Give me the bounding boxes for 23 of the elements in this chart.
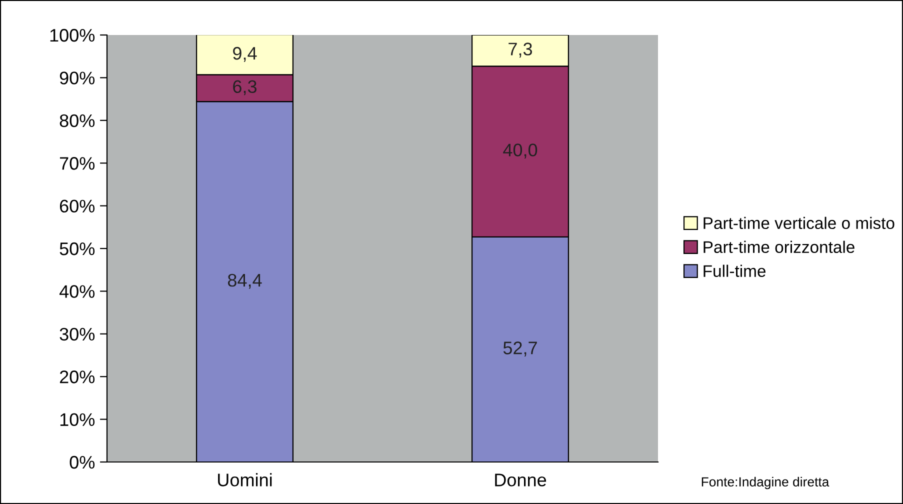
y-tick-label: 50% xyxy=(60,242,95,256)
y-tick-label: 10% xyxy=(60,413,95,426)
y-tick-label: 90% xyxy=(60,72,95,84)
y-tick-label: 30% xyxy=(60,328,95,341)
data-label: 52,7 xyxy=(503,342,537,356)
x-tick-label: Donne xyxy=(495,474,546,486)
source-note: Fonte:Indagine diretta xyxy=(702,476,830,490)
x-tick-label: Uomini xyxy=(218,473,272,486)
data-label: 7,3 xyxy=(508,42,532,58)
y-tick-label: 0% xyxy=(70,456,95,469)
y-tick-label: 40% xyxy=(59,285,95,298)
data-label: 6,3 xyxy=(233,80,257,96)
y-tick-label: 70% xyxy=(60,157,95,170)
legend-label: Part-time verticale o misto xyxy=(704,216,894,230)
y-tick-label: 60% xyxy=(60,200,95,213)
y-tick-label: 100% xyxy=(50,28,95,42)
legend-label: Full-time xyxy=(704,264,766,277)
y-tick-label: 20% xyxy=(60,370,95,384)
data-label: 40,0 xyxy=(503,144,538,159)
legend-label: Part-time orizzontale xyxy=(704,240,854,254)
data-label: 9,4 xyxy=(233,46,257,62)
y-tick-label: 80% xyxy=(60,114,95,128)
data-label: 84,4 xyxy=(228,274,262,289)
